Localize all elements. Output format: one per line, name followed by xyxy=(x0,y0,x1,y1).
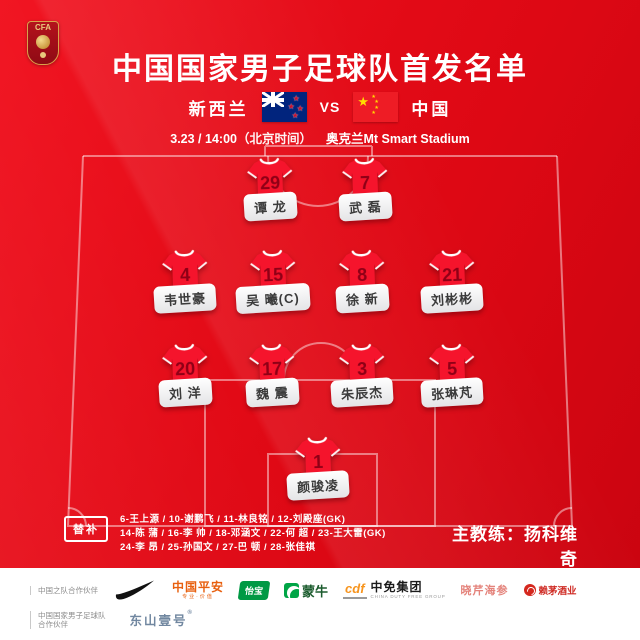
jersey-icon: 21 xyxy=(429,250,475,291)
sponsor-row-2: 中国国家男子足球队 合作伙伴 东山壹号® xyxy=(30,610,194,629)
jersey-number: 7 xyxy=(360,173,371,193)
player-name-label: 吴 曦(C) xyxy=(235,282,311,315)
player-21: 21 刘彬彬 xyxy=(406,250,498,314)
cfa-crest-text: CFA xyxy=(35,23,51,32)
jersey-icon: 7 xyxy=(342,158,388,199)
away-team-name: 新西兰 xyxy=(188,99,249,119)
player-4: 4 韦世豪 xyxy=(139,250,231,314)
mengniu-name: 蒙牛 xyxy=(302,583,329,599)
player-name-label: 谭 龙 xyxy=(242,191,298,222)
jersey-number: 17 xyxy=(262,359,283,380)
cdf-logo: cdf 中免集团 CHINA DUTY FREE GROUP xyxy=(343,581,445,600)
mengniu-mark-icon xyxy=(284,582,300,598)
player-29: 29 谭 龙 xyxy=(224,158,316,222)
player-20: 20 刘 洋 xyxy=(139,344,231,408)
match-header: 新西兰 ★ ★ ★ ★ VS ★ ★ ★ ★ ★ 中国 xyxy=(0,92,640,122)
match-info: 3.23 / 14:00（北京时间） 奥克兰Mt Smart Stadium xyxy=(0,128,640,147)
cfa-crest-icon: CFA xyxy=(27,21,59,65)
player-name-label: 刘彬彬 xyxy=(420,283,484,314)
jersey-icon: 15 xyxy=(250,250,296,291)
jersey-icon: 1 xyxy=(295,437,341,478)
pingan-name: 中国平安 xyxy=(172,579,225,594)
jersey-number: 29 xyxy=(260,173,281,194)
jersey-icon: 29 xyxy=(247,158,293,199)
partners-label-2-line2: 合作伙伴 xyxy=(38,619,68,629)
sponsor-footer: 中国之队合作伙伴 中国平安 专业·价值 怡宝 蒙牛 cdf 中免集团 CHINA… xyxy=(0,568,640,640)
xiaoqin-logo: 晓芹海参 xyxy=(460,585,509,597)
player-3: 3 朱辰杰 xyxy=(316,344,408,408)
substitutes-lines: 6-王上源 / 10-谢鹏飞 / 11-林良铭 / 12-刘殿座(GK) 14-陈… xyxy=(120,513,386,555)
cdf-abbr: cdf xyxy=(343,581,367,599)
jersey-number: 8 xyxy=(357,265,368,285)
player-name-label: 徐 新 xyxy=(334,283,390,314)
vs-label: VS xyxy=(319,99,341,115)
union-jack-icon xyxy=(261,92,284,107)
player-name-label: 颜骏凌 xyxy=(286,470,350,501)
new-zealand-flag-icon: ★ ★ ★ ★ xyxy=(261,92,307,122)
nike-logo-icon xyxy=(115,580,154,600)
jersey-number: 3 xyxy=(357,359,368,379)
sponsor-row-1: 中国之队合作伙伴 中国平安 专业·价值 怡宝 蒙牛 cdf 中免集团 CHINA… xyxy=(30,578,577,602)
pingan-logo: 中国平安 专业·价值 xyxy=(172,581,224,600)
match-timezone: （北京时间） xyxy=(236,132,312,146)
substitutes-line: 14-陈 蒲 / 16-李 帅 / 18-邓涵文 / 22-何 超 / 23-王… xyxy=(120,528,386,539)
cfa-crest-dragon-icon xyxy=(36,35,50,49)
jersey-icon: 4 xyxy=(162,250,208,291)
home-team-name: 中国 xyxy=(411,99,452,119)
head-coach-label: 主教练：扬科维奇 xyxy=(452,525,578,569)
substitutes-line: 24-李 昂 / 25-孙国文 / 27-巴 顿 / 28-张佳祺 xyxy=(120,542,316,553)
player-5: 5 张琳芃 xyxy=(406,344,498,408)
jersey-icon: 3 xyxy=(339,344,385,385)
laimao-seal-icon xyxy=(523,584,536,596)
player-name-label: 张琳芃 xyxy=(420,377,484,408)
cestbon-logo: 怡宝 xyxy=(237,580,271,600)
cdf-name: 中免集团 xyxy=(370,579,423,594)
jersey-number: 5 xyxy=(447,359,458,379)
jersey-number: 15 xyxy=(263,265,284,286)
player-17: 17 魏 震 xyxy=(226,344,318,408)
substitutes-block: 替补 6-王上源 / 10-谢鹏飞 / 11-林良铭 / 12-刘殿座(GK) 1… xyxy=(64,513,386,555)
player-name-label: 刘 洋 xyxy=(157,377,213,408)
cdf-subtitle: CHINA DUTY FREE GROUP xyxy=(370,593,446,599)
match-venue: 奥克兰Mt Smart Stadium xyxy=(325,132,470,146)
substitutes-badge: 替补 xyxy=(64,516,108,542)
player-name-label: 韦世豪 xyxy=(153,283,217,314)
pingan-tagline: 专业·价值 xyxy=(182,593,214,600)
dongshan-name: 东山壹号 xyxy=(129,614,188,628)
laimao-name: 赖茅酒业 xyxy=(538,586,577,597)
player-name-label: 朱辰杰 xyxy=(330,377,394,408)
laimao-logo: 赖茅酒业 xyxy=(523,583,577,597)
jersey-number: 4 xyxy=(180,265,191,285)
jersey-icon: 8 xyxy=(339,250,385,291)
jersey-number: 21 xyxy=(442,265,463,286)
partners-label-2: 中国国家男子足球队 合作伙伴 xyxy=(30,610,106,629)
jersey-icon: 20 xyxy=(162,344,208,385)
china-flag-icon: ★ ★ ★ ★ ★ xyxy=(353,92,399,122)
substitutes-line: 6-王上源 / 10-谢鹏飞 / 11-林良铭 / 12-刘殿座(GK) xyxy=(120,514,346,525)
mengniu-logo: 蒙牛 xyxy=(284,581,328,600)
player-name-label: 魏 震 xyxy=(244,377,300,408)
jersey-icon: 17 xyxy=(249,344,295,385)
dongshan-logo: 东山壹号® xyxy=(130,610,194,629)
player-1: 1 颜骏凌 xyxy=(272,437,364,501)
jersey-icon: 5 xyxy=(429,344,475,385)
player-name-label: 武 磊 xyxy=(337,191,393,222)
cfa-crest-ball-icon xyxy=(40,52,46,58)
jersey-number: 20 xyxy=(175,359,196,380)
partners-label-1: 中国之队合作伙伴 xyxy=(30,585,98,595)
partners-label-2-line1: 中国国家男子足球队 xyxy=(38,610,106,620)
registered-mark: ® xyxy=(187,610,194,616)
player-15: 15 吴 曦(C) xyxy=(227,250,319,315)
jersey-number: 1 xyxy=(313,452,324,472)
match-datetime: 3.23 / 14:00 xyxy=(170,132,237,146)
page-title: 中国国家男子足球队首发名单 xyxy=(112,53,528,86)
